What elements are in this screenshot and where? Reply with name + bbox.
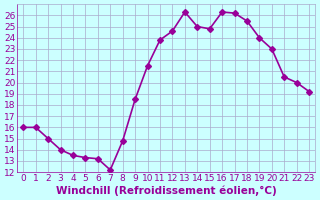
X-axis label: Windchill (Refroidissement éolien,°C): Windchill (Refroidissement éolien,°C) xyxy=(56,185,276,196)
